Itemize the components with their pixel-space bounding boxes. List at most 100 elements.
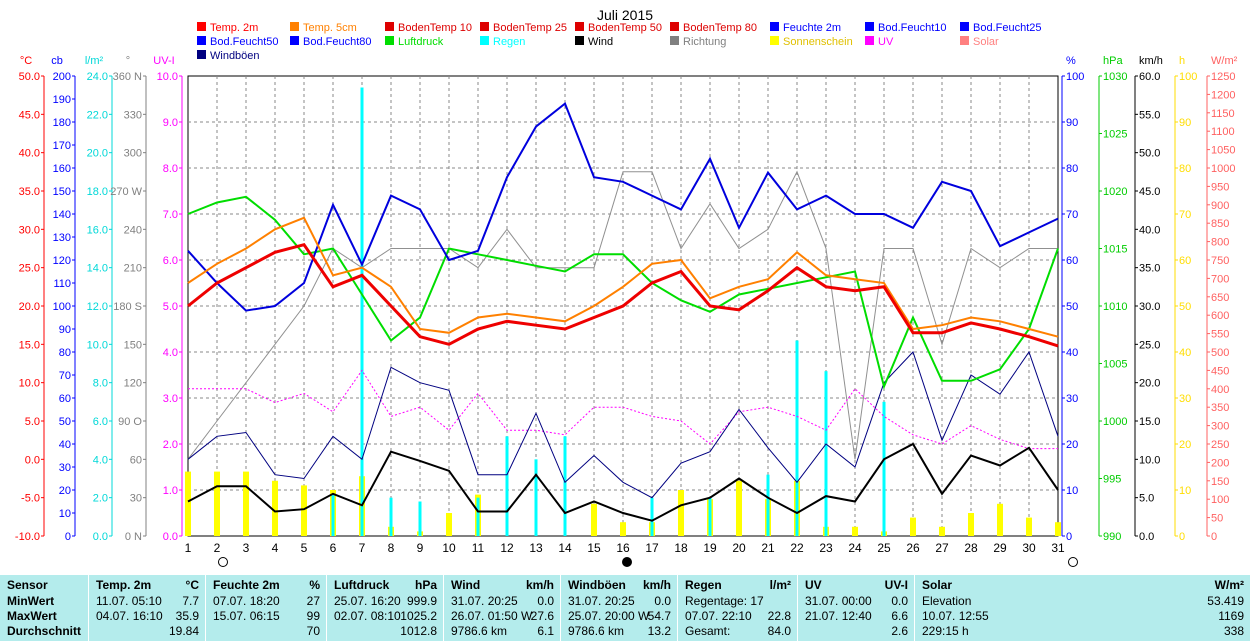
stats-header: UV: [805, 578, 822, 592]
legend-swatch: [960, 22, 969, 31]
right-axis-tick-label: 20: [1066, 439, 1078, 451]
stats-cell-label: 31.07. 20:25: [568, 594, 635, 608]
sunshine-bar: [968, 513, 974, 536]
x-axis-tick-label: 7: [359, 541, 366, 555]
left-axis-tick-label: 0.0: [25, 454, 40, 466]
left-axis-tick-label: 360 N: [113, 71, 142, 83]
legend-label: BodenTemp 80: [683, 22, 757, 34]
left-axis-tick-label: 6.0: [163, 255, 178, 267]
right-axis-unit: %: [1066, 55, 1076, 67]
left-axis-tick-label: 3.0: [163, 393, 178, 405]
left-axis-tick-label: 10.0: [19, 378, 40, 390]
right-axis-tick-label: 40: [1066, 347, 1078, 359]
right-axis-tick-label: 45.0: [1139, 186, 1160, 198]
legend-label: Feuchte 2m: [783, 22, 841, 34]
left-axis-tick-label: 20: [59, 485, 71, 497]
right-axis-tick-label: 70: [1066, 209, 1078, 221]
sunshine-bar: [446, 513, 452, 536]
sunshine-bar: [997, 503, 1003, 536]
right-axis-unit: km/h: [1139, 55, 1163, 67]
sunshine-bar: [736, 480, 742, 536]
x-axis-tick-label: 9: [417, 541, 424, 555]
right-axis-tick-label: 600: [1211, 310, 1229, 322]
legend-label: Temp. 2m: [210, 22, 258, 34]
left-axis-tick-label: 2.0: [93, 493, 108, 505]
left-axis-tick-label: 90 O: [118, 416, 142, 428]
stats-column: Sensor MinWert MaxWert Durchschnitt: [0, 575, 87, 641]
right-axis-tick-label: 1025: [1103, 129, 1127, 141]
stats-cell-value: 0.0: [654, 594, 671, 608]
left-axis-tick-label: 150: [124, 339, 142, 351]
sunshine-bar: [678, 490, 684, 536]
stats-cell-value: 1025.2: [400, 609, 437, 623]
right-axis-tick-label: 350: [1211, 402, 1229, 414]
sunshine-bar: [852, 526, 858, 536]
left-axis-tick-label: 160: [53, 163, 71, 175]
left-axis-tick-label: 6.0: [93, 416, 108, 428]
right-axis-tick-label: 1200: [1211, 89, 1235, 101]
left-axis-tick-label: 16.0: [87, 224, 108, 236]
left-axis-tick-label: 40: [59, 439, 71, 451]
left-axis-tick-label: 1.0: [163, 485, 178, 497]
right-axis-tick-label: 900: [1211, 200, 1229, 212]
left-axis-tick-label: 30: [130, 493, 142, 505]
stats-cell-label: 9786.6 km: [568, 624, 625, 638]
legend-label: Luftdruck: [398, 36, 444, 48]
stats-cell-value: 84.0: [767, 624, 791, 638]
legend-swatch: [385, 22, 394, 31]
stats-cell-label: 9786.6 km: [451, 624, 508, 638]
stats-cell-value: 27: [306, 594, 320, 608]
left-axis-tick-label: 24.0: [87, 71, 108, 83]
left-axis-tick-label: 200: [53, 71, 71, 83]
left-axis-tick-label: 18.0: [87, 186, 108, 198]
left-axis-tick-label: 10.0: [87, 339, 108, 351]
right-axis-tick-label: 60: [1179, 255, 1191, 267]
left-axis-tick-label: 80: [59, 347, 71, 359]
left-axis-unit: °: [126, 55, 130, 67]
stats-header-unit: W/m²: [1214, 578, 1244, 592]
x-axis-tick-label: 14: [558, 541, 572, 555]
sunshine-bar: [243, 471, 249, 536]
statistics-table: Sensor MinWert MaxWert Durchschnitt Temp. 2m…: [0, 575, 1250, 641]
left-axis-tick-label: 190: [53, 94, 71, 106]
legend-label: BodenTemp 50: [588, 22, 662, 34]
right-axis-tick-label: 1000: [1103, 416, 1127, 428]
stats-cell-label: 26.07. 01:50 W: [451, 609, 533, 623]
sunshine-bar: [185, 471, 191, 536]
legend-swatch: [865, 36, 874, 45]
right-axis-tick-label: 0.0: [1139, 531, 1154, 543]
rain-bar: [534, 459, 538, 536]
sunshine-bar: [591, 503, 597, 536]
stats-cell-value: 13.2: [647, 624, 671, 638]
stats-header: Wind: [451, 578, 481, 592]
left-axis-tick-label: 8.0: [163, 163, 178, 175]
right-axis-tick-label: 1150: [1211, 108, 1235, 120]
stats-cell-label: 11.07. 05:10: [96, 594, 162, 608]
left-axis-tick-label: 150: [53, 186, 71, 198]
stats-cell-label: 25.07. 20:00 W: [568, 609, 650, 623]
stats-cell-value: 22.8: [767, 609, 791, 623]
x-axis-tick-label: 15: [587, 541, 601, 555]
stats-cell-label: 31.07. 20:25: [451, 594, 518, 608]
stats-row-label: MaxWert: [7, 609, 57, 623]
right-axis-tick-label: 55.0: [1139, 109, 1160, 121]
left-axis-tick-label: 10: [59, 508, 71, 520]
left-axis-tick-label: 30: [59, 462, 71, 474]
series-lines: [187, 101, 1059, 522]
legend-swatch: [197, 36, 206, 45]
x-axis-tick-label: 31: [1051, 541, 1065, 555]
legend: Temp. 2m Temp. 5cm BodenTemp 10 BodenTemp 2…: [197, 22, 1042, 62]
x-axis-tick-label: 2: [214, 541, 221, 555]
left-axis-tick-label: 50: [59, 416, 71, 428]
stats-header: Feuchte 2m: [213, 578, 280, 592]
right-axis-tick-label: 1250: [1211, 71, 1235, 83]
stats-header-unit: l/m²: [769, 578, 791, 592]
weather-chart: Juli 2015 Temp. 2m Temp. 5cm BodenTemp 10 B…: [15, 7, 1238, 567]
stats-cell-label: 15.07. 06:15: [213, 609, 280, 623]
sunshine-bar: [939, 526, 945, 536]
sunshine-bar: [214, 471, 220, 536]
stats-column: Temp. 2m °C 11.07. 05:10 7.7 04.07. 16:10 35.…: [88, 575, 205, 641]
stats-cell-value: 19.84: [168, 624, 199, 638]
stats-cell-value: 99: [306, 609, 320, 623]
right-axis-tick-label: 0: [1179, 531, 1185, 543]
